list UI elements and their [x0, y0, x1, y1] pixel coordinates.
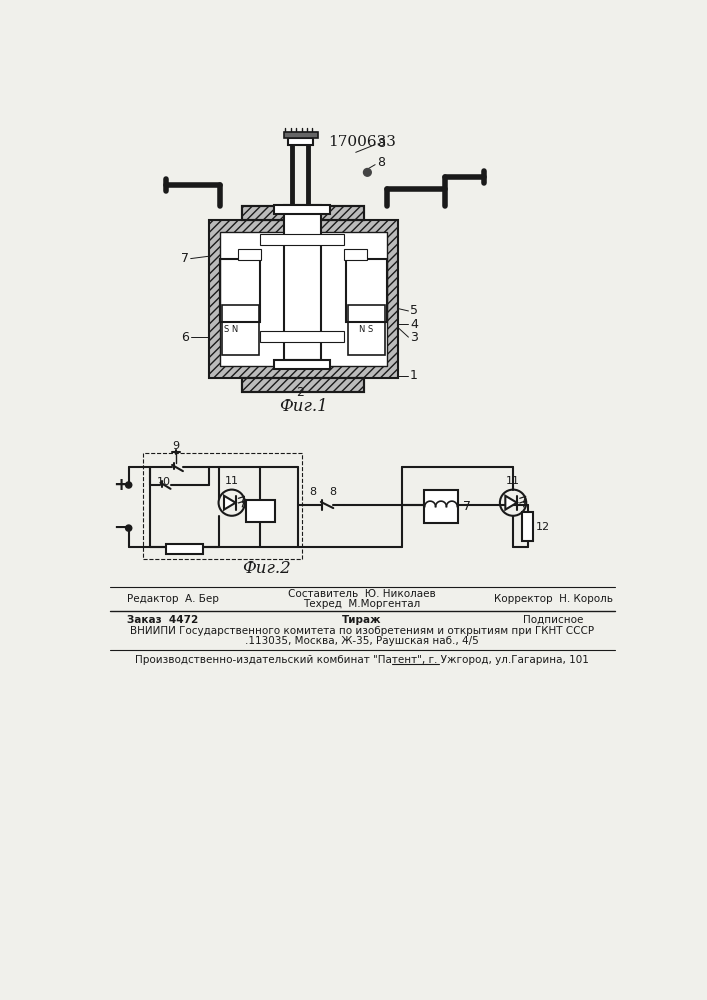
Text: Техред  М.Моргентал: Техред М.Моргентал [303, 599, 421, 609]
Bar [348, 305, 385, 355]
Text: 7: 7 [181, 252, 189, 265]
Text: 6: 6 [257, 505, 264, 518]
Text: 11: 11 [225, 476, 239, 486]
Text: 11: 11 [506, 476, 520, 486]
Bar [242, 206, 363, 220]
Bar [260, 234, 344, 245]
Bar [242, 378, 363, 392]
Text: 8: 8 [377, 137, 385, 150]
Circle shape [363, 169, 371, 176]
Polygon shape [506, 496, 517, 510]
Bar [260, 331, 344, 342]
Text: Производственно-издательский комбинат "Патент", г. Ужгород, ул.Гагарина, 101: Производственно-издательский комбинат "П… [135, 655, 589, 665]
Text: ВНИИПИ Государственного комитета по изобретениям и открытиям при ГКНТ СССР: ВНИИПИ Государственного комитета по изоб… [130, 626, 594, 636]
Bar [274, 360, 330, 369]
Bar [238, 249, 261, 260]
Bar [143, 453, 301, 559]
Text: Заказ  4472: Заказ 4472 [127, 615, 199, 625]
Bar [346, 259, 387, 322]
Bar [246, 500, 275, 522]
Text: 1700633: 1700633 [328, 135, 396, 149]
Bar [522, 512, 533, 541]
Bar [242, 206, 363, 220]
Bar [284, 132, 317, 138]
Text: 13: 13 [177, 544, 192, 554]
Text: .113035, Москва, Ж-35, Раушская наб., 4/5: .113035, Москва, Ж-35, Раушская наб., 4/… [245, 636, 479, 646]
Text: N S: N S [358, 325, 373, 334]
Text: Редактор  А. Бер: Редактор А. Бер [127, 594, 219, 604]
Bar [284, 205, 321, 360]
Text: 6: 6 [181, 331, 189, 344]
Bar [424, 490, 458, 523]
Text: 2: 2 [296, 386, 304, 399]
Bar [274, 205, 330, 214]
Bar [166, 544, 203, 554]
Bar [220, 259, 260, 322]
Text: 4: 4 [410, 318, 418, 331]
Text: Фиг.2: Фиг.2 [243, 560, 291, 577]
Bar [209, 220, 398, 378]
Bar [220, 232, 387, 366]
Text: Фиг.1: Фиг.1 [279, 398, 327, 415]
Text: Корректор  Н. Король: Корректор Н. Король [494, 594, 613, 604]
Text: 8: 8 [310, 487, 317, 497]
Polygon shape [224, 496, 235, 510]
Text: +: + [113, 476, 129, 494]
Text: 3: 3 [410, 331, 418, 344]
Bar [220, 259, 260, 322]
Bar [346, 259, 387, 322]
Text: S N: S N [224, 325, 238, 334]
Text: 8: 8 [329, 487, 336, 497]
Text: 12: 12 [537, 522, 551, 532]
Bar [222, 305, 259, 355]
Text: Тираж: Тираж [342, 615, 382, 625]
Text: Подписное: Подписное [523, 615, 583, 625]
Text: 8: 8 [377, 156, 385, 169]
Text: Составитель  Ю. Николаев: Составитель Ю. Николаев [288, 589, 436, 599]
Text: 5: 5 [410, 304, 418, 317]
Bar [242, 378, 363, 392]
Text: 7: 7 [462, 500, 471, 513]
Text: 10: 10 [158, 477, 171, 487]
Circle shape [126, 482, 132, 488]
Text: 1: 1 [410, 369, 418, 382]
Text: −: − [113, 519, 129, 537]
Bar [288, 138, 313, 145]
Circle shape [126, 525, 132, 531]
Bar [344, 249, 368, 260]
Text: 9: 9 [173, 441, 180, 451]
